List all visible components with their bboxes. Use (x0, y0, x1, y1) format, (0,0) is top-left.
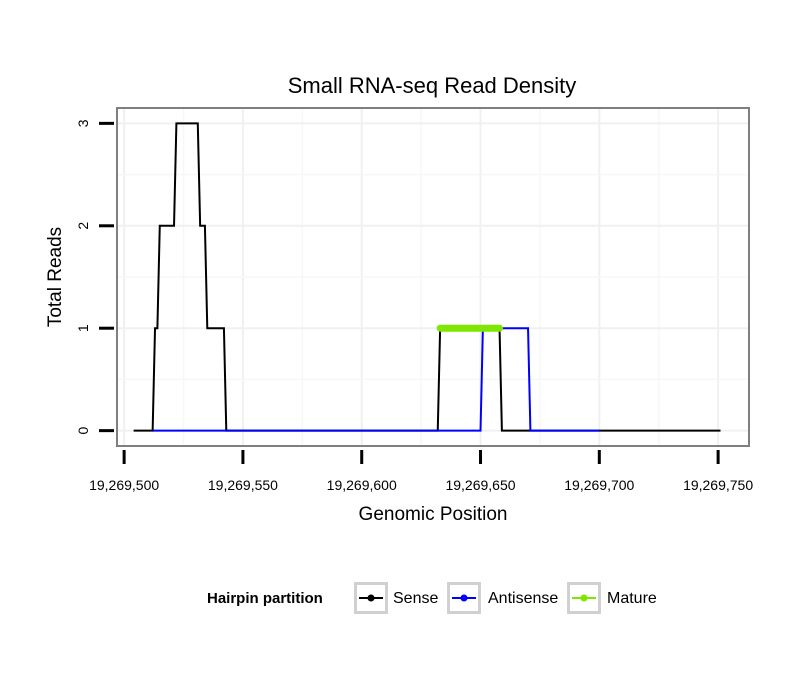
y-tick-label: 0 (75, 427, 91, 435)
grid (117, 108, 749, 446)
x-tick-label: 19,269,750 (683, 477, 753, 493)
legend-label-mature: Mature (607, 590, 657, 607)
legend-label-sense: Sense (393, 590, 438, 607)
y-tick-label: 2 (75, 222, 91, 230)
axes: 19,269,500 19,269,550 19,269,600 19,269,650… (75, 119, 753, 493)
legend-key-marker (367, 594, 375, 602)
x-axis-title: Genomic Position (359, 504, 508, 525)
chart-title: Small RNA-seq Read Density (288, 73, 577, 98)
legend-label-antisense: Antisense (488, 590, 558, 607)
legend-key-marker (580, 594, 588, 602)
x-tick-label: 19,269,650 (445, 477, 515, 493)
series-line-antisense (152, 327, 600, 432)
y-axis-title: Total Reads (45, 227, 66, 327)
x-tick-label: 19,269,550 (208, 477, 278, 493)
series-lines (133, 122, 721, 432)
x-tick-label: 19,269,600 (327, 477, 397, 493)
legend-title: Hairpin partition (207, 590, 323, 607)
y-tick-label: 3 (75, 119, 91, 127)
legend-key-marker (460, 594, 468, 602)
legend: Hairpin partition Sense Antisense Mature (207, 582, 657, 614)
y-tick-label: 1 (75, 324, 91, 332)
x-tick-label: 19,269,500 (89, 477, 159, 493)
x-tick-label: 19,269,700 (564, 477, 634, 493)
plot-panel-border (116, 107, 750, 447)
